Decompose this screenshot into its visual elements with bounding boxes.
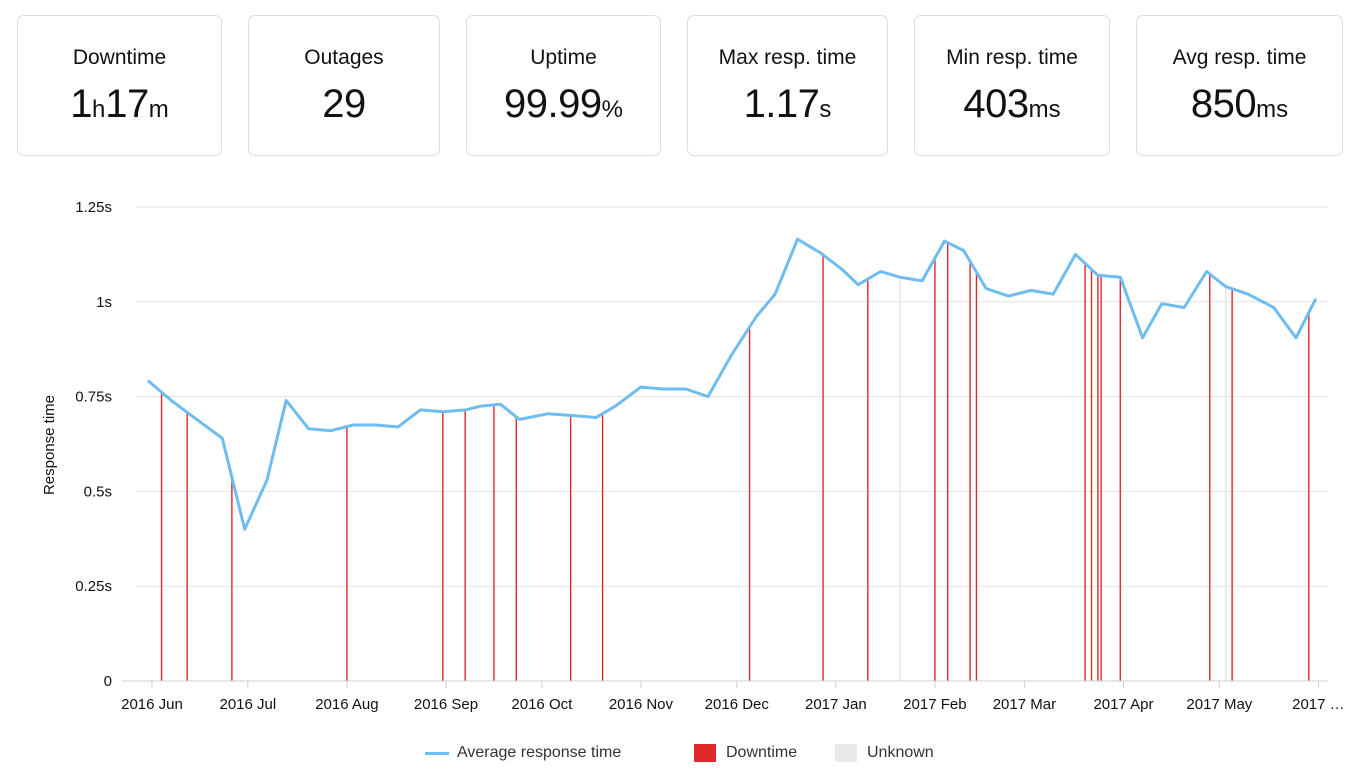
- stat-label: Max resp. time: [718, 46, 857, 69]
- stat-number: 850: [1190, 82, 1257, 126]
- x-tick-label: 2016 Nov: [609, 696, 674, 713]
- legend-label: Downtime: [726, 744, 798, 761]
- stat-number: 17: [105, 82, 149, 126]
- stat-number: 1: [70, 82, 92, 126]
- x-tick-label: 2016 Oct: [511, 696, 573, 713]
- stat-unit: s: [819, 96, 832, 123]
- stat-card-outages: Outages 29: [248, 15, 440, 156]
- x-tick-label: 2017 May: [1186, 696, 1252, 713]
- y-tick-label: 0: [104, 673, 112, 690]
- stat-value: 850ms: [1137, 82, 1342, 127]
- stat-label: Min resp. time: [946, 46, 1078, 69]
- stat-card-uptime: Uptime 99.99%: [466, 15, 661, 156]
- series-layer: [147, 237, 1317, 531]
- stat-unit: h: [91, 96, 106, 123]
- stat-card-downtime: Downtime 1h17m: [17, 15, 222, 156]
- y-tick-label: 0.25s: [75, 578, 112, 595]
- legend-item-downtime[interactable]: Downtime: [694, 741, 797, 765]
- downtime-markers: [160, 242, 1310, 681]
- legend-item-unknown[interactable]: Unknown: [835, 741, 934, 765]
- x-tick-label: 2017 Mar: [993, 696, 1056, 713]
- legend-swatch-downtime: [694, 744, 716, 762]
- stat-label: Uptime: [530, 46, 597, 69]
- x-tick-label: 2017 Jan: [805, 696, 867, 713]
- y-tick-label: 1s: [96, 294, 112, 311]
- stats-cards: Downtime 1h17m Outages 29 Uptime 99.99% …: [0, 0, 1356, 160]
- legend-swatch-line: [425, 751, 449, 755]
- legend-item-avg-response[interactable]: Average response time: [425, 741, 621, 765]
- stat-label: Outages: [304, 46, 384, 69]
- stat-unit: m: [148, 96, 169, 123]
- stat-number: 99.99: [504, 82, 602, 126]
- x-tick-label: 2016 Aug: [315, 696, 378, 713]
- x-tick-label: 2017 Apr: [1093, 696, 1153, 713]
- stat-card-min-resp: Min resp. time 403ms: [914, 15, 1110, 156]
- legend-swatch-unknown: [835, 744, 857, 762]
- stat-value: 29: [249, 82, 439, 127]
- stat-unit: ms: [1256, 96, 1289, 123]
- response-time-chart: 0 0.25s 0.5s 0.75s 1s 1.25s 2016 Jun 2016 Jul 20…: [41, 199, 1345, 713]
- stat-value: 1.17s: [688, 82, 887, 127]
- y-tick-label: 0.75s: [75, 389, 112, 406]
- x-tick-label: 2016 Jun: [121, 696, 183, 713]
- x-tick-label: 2017 …: [1292, 696, 1345, 713]
- x-tick-label: 2016 Sep: [414, 696, 478, 713]
- legend-label: Average response time: [457, 744, 622, 761]
- legend-label: Unknown: [867, 744, 934, 761]
- stat-number: 403: [963, 82, 1029, 126]
- unknown-markers: [898, 277, 1227, 681]
- axes: 0 0.25s 0.5s 0.75s 1s 1.25s 2016 Jun 2016 Jul 20…: [75, 199, 1344, 713]
- stat-label: Avg resp. time: [1172, 46, 1307, 69]
- x-tick-label: 2017 Feb: [903, 696, 966, 713]
- stat-value: 99.99%: [467, 82, 660, 127]
- stat-number: 1.17: [743, 82, 820, 126]
- grid-lines: [136, 206, 1328, 587]
- series-line-average-response-time: [147, 237, 1317, 531]
- y-tick-label: 0.5s: [84, 483, 112, 500]
- stat-unit: ms: [1028, 96, 1061, 123]
- stat-card-avg-resp: Avg resp. time 850ms: [1136, 15, 1343, 156]
- y-axis-label: Response time: [41, 395, 58, 495]
- x-tick-label: 2016 Jul: [219, 696, 276, 713]
- stat-number: 29: [322, 82, 366, 126]
- stat-value: 1h17m: [18, 82, 221, 127]
- stat-card-max-resp: Max resp. time 1.17s: [687, 15, 888, 156]
- x-tick-label: 2016 Dec: [705, 696, 770, 713]
- stat-label: Downtime: [72, 46, 167, 69]
- y-tick-label: 1.25s: [75, 199, 112, 216]
- stat-value: 403ms: [915, 82, 1109, 127]
- stat-unit: %: [601, 96, 623, 123]
